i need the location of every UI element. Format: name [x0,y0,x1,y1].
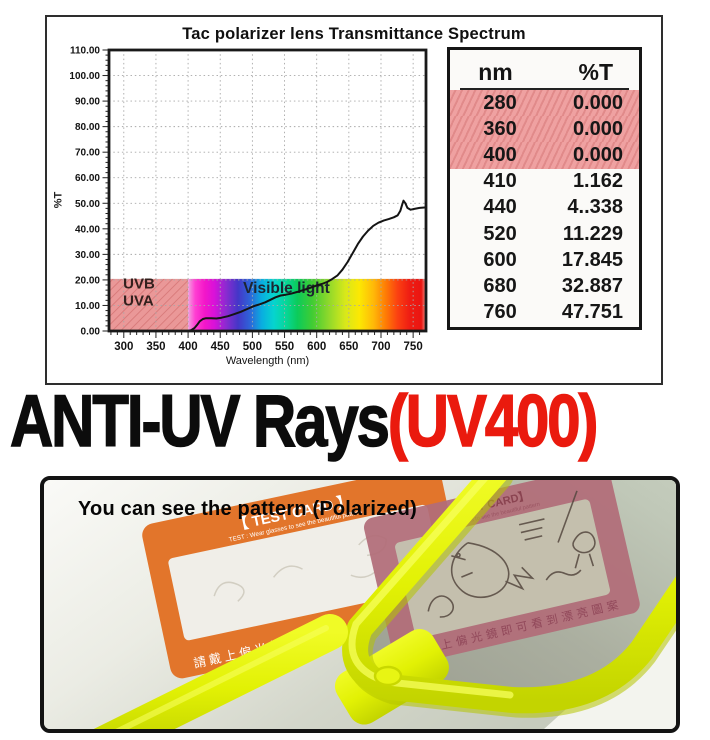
svg-text:300: 300 [114,341,133,353]
svg-text:60.00: 60.00 [75,173,100,184]
frame-strip [93,614,348,729]
spectrum-panel: Tac polarizer lens Transmittance Spectru… [45,15,663,385]
table-row: 360 0.000 [450,116,639,143]
x-tick-labels: 300 350 400 450 500 550 600 650 700 750 [114,341,423,353]
svg-text:20.00: 20.00 [75,275,100,286]
svg-text:0.00: 0.00 [81,327,101,338]
photo-scene: 【 TEST CARD 】 TEST : Wear glasses to see… [44,480,676,729]
svg-text:50.00: 50.00 [75,199,100,210]
svg-text:600: 600 [307,341,326,353]
nm-value: 360 [483,117,517,140]
table-row: 680 32.887 [450,273,639,299]
svg-text:500: 500 [243,341,262,353]
transmittance-curve [187,199,427,332]
nm-value: 410 [483,170,517,193]
t-value: 0.000 [572,91,623,114]
svg-text:30.00: 30.00 [75,250,100,261]
x-axis-label: Wavelength (nm) [226,355,309,367]
svg-text:100.00: 100.00 [69,71,100,82]
frame-strip-highlight [115,625,329,729]
svg-text:400: 400 [178,341,197,353]
svg-text:650: 650 [339,341,358,353]
table-row: 520 11.229 [450,221,639,247]
visible-light-region [188,278,426,331]
plot-border [107,48,428,333]
headline-anti-uv: ANTI-UV Rays [9,381,390,462]
table-row: 760 47.751 [450,300,639,326]
t-value: 17.845 [561,248,623,271]
y-axis-label: %T [52,191,65,209]
headline: ANTI-UV Rays(UV400) [9,384,710,459]
svg-text:80.00: 80.00 [75,122,100,133]
uva-label: UVA [123,292,154,309]
nm-value: 680 [483,274,517,297]
table-row: 400 0.000 [450,142,639,169]
t-value: 0.000 [572,117,623,140]
header-nm: nm [478,59,513,85]
fish-pattern [427,490,596,618]
nm-value: 440 [483,196,517,219]
nm-value: 760 [483,301,517,324]
spectrum-content: %T UVB UVA Visible light 0.00 10.00 20.00 30.0… [47,44,661,376]
table-rows: 280 0.000 360 0.000 400 0.000 410 1.162 440 4..33… [450,90,639,326]
grid [109,50,426,331]
data-table: nm %T 280 0.000 360 0.000 400 0.000 410 1.162 44… [447,47,642,330]
t-value: 47.751 [561,301,623,324]
spectrum-title: Tac polarizer lens Transmittance Spectru… [182,25,526,43]
t-value: 11.229 [562,222,623,245]
transmittance-chart: %T UVB UVA Visible light 0.00 10.00 20.00 30.0… [52,44,431,376]
svg-text:450: 450 [211,341,230,353]
t-value: 0.000 [572,143,623,166]
nm-value: 400 [483,143,517,166]
table-row: 280 0.000 [450,90,639,117]
t-value: 32.887 [561,274,623,297]
headline-uv400: (UV400) [387,381,599,462]
svg-text:700: 700 [371,341,390,353]
t-value: 4..338 [567,196,623,219]
svg-text:750: 750 [404,341,423,353]
photo-panel: You can see the pattern (Polarized) [40,476,680,733]
table-row: 600 17.845 [450,247,639,273]
photo-caption: You can see the pattern (Polarized) [78,498,417,520]
header-percent-t: %T [578,59,614,85]
nm-value: 520 [483,222,517,245]
table-row: 410 1.162 [450,169,639,195]
visible-light-label: Visible light [243,280,330,297]
t-value: 1.162 [572,170,623,193]
frame-dimple [373,665,403,687]
uvb-label: UVB [123,276,155,293]
sunglasses: 【TEST CARD】 Wear glasses to see the beau… [93,480,676,729]
svg-text:40.00: 40.00 [75,224,100,235]
svg-text:350: 350 [146,341,165,353]
svg-text:90.00: 90.00 [75,97,100,108]
uv-region [109,278,189,331]
table-header: nm %T [460,50,629,90]
table-row: 440 4..338 [450,195,639,221]
svg-text:550: 550 [275,341,294,353]
y-tick-labels: 0.00 10.00 20.00 30.00 40.00 50.00 60.00 70.00 8… [69,46,100,338]
svg-text:110.00: 110.00 [70,46,100,57]
svg-text:70.00: 70.00 [75,148,100,159]
nm-value: 600 [483,248,517,271]
svg-text:10.00: 10.00 [75,301,100,312]
nm-value: 280 [483,91,517,114]
